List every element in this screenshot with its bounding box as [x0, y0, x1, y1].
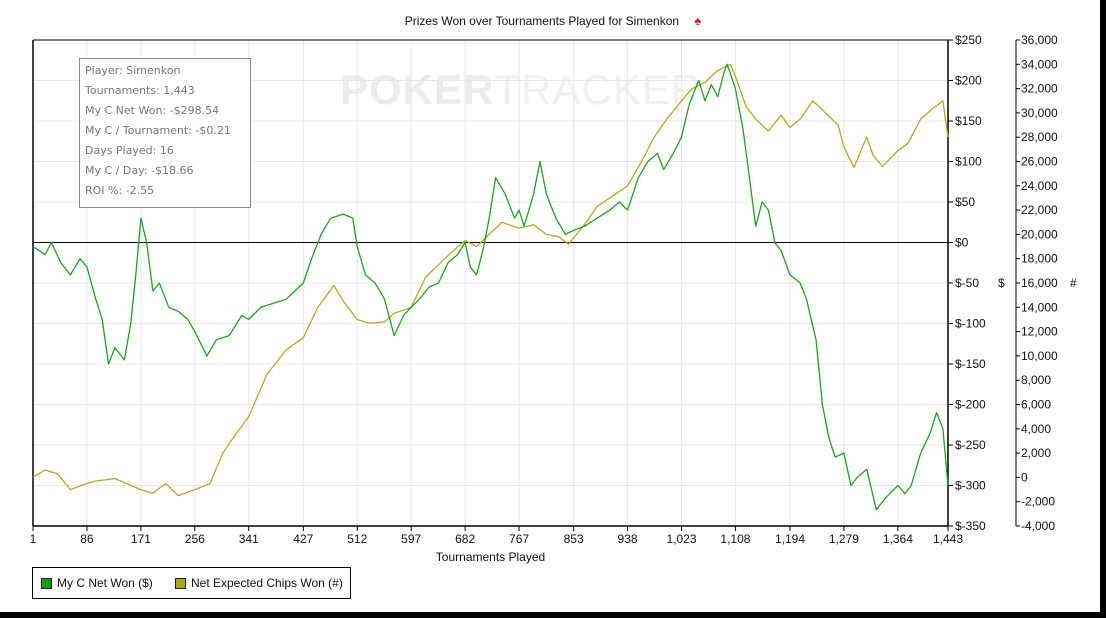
chart-title-text: Prizes Won over Tournaments Played for S…: [404, 14, 680, 28]
y-tick-label-chips: 20,000: [1021, 227, 1058, 241]
y-tick-label-chips: 24,000: [1021, 179, 1058, 193]
pokertracker-watermark: POKERTRACKER: [340, 66, 703, 113]
series-line: [32, 63, 949, 511]
y-tick-label-chips: 16,000: [1021, 276, 1058, 290]
x-tick-label: 597: [401, 532, 421, 546]
y-tick-label-chips: 36,000: [1021, 33, 1058, 47]
y-tick-label-chips: 32,000: [1021, 82, 1058, 96]
x-tick-label: 1,364: [883, 532, 913, 546]
y-tick-label-dollar: $-200: [955, 398, 986, 412]
summary-line: Tournaments: 1,443: [85, 84, 195, 97]
y-tick-label-dollar: $-350: [955, 519, 986, 533]
legend-swatch-olive: [175, 577, 186, 589]
x-tick-label: 938: [618, 532, 638, 546]
y-tick-label-chips: 14,000: [1021, 300, 1058, 314]
y-tick-label-dollar: $50: [955, 195, 975, 209]
y-tick-label-chips: 12,000: [1021, 325, 1058, 339]
x-tick-label: 767: [509, 532, 529, 546]
x-tick-label: 512: [347, 532, 367, 546]
window-frame-right: [1100, 0, 1106, 618]
window-frame-bottom: [0, 612, 1106, 618]
y-tick-label-chips: 34,000: [1021, 57, 1058, 71]
y-tick-label-chips: -4,000: [1021, 519, 1055, 533]
x-tick-label: 171: [131, 532, 151, 546]
x-tick-label: 853: [564, 532, 584, 546]
y-tick-label-chips: 4,000: [1021, 422, 1051, 436]
x-tick-label: 256: [185, 532, 205, 546]
summary-line: Days Played: 16: [85, 144, 174, 157]
y-tick-label-dollar: $150: [955, 114, 982, 128]
y-tick-label-chips: 10,000: [1021, 349, 1058, 363]
y-tick-label-chips: 22,000: [1021, 203, 1058, 217]
summary-line: My C / Tournament: -$0.21: [85, 124, 231, 137]
y-tick-label-dollar: $-300: [955, 479, 986, 493]
player-summary-box: Player: Simenkon Tournaments: 1,443 My C N…: [79, 58, 251, 208]
y-tick-label-dollar: $-250: [955, 438, 986, 452]
x-tick-label: 1,108: [720, 532, 750, 546]
x-tick-label: 341: [239, 532, 259, 546]
y-axis-title-chips: #: [1070, 276, 1077, 290]
y-tick-label-chips: 6,000: [1021, 398, 1051, 412]
summary-line: ROI %: -2.55: [85, 184, 155, 197]
series-line: [32, 63, 949, 497]
y-tick-label-chips: 2,000: [1021, 446, 1051, 460]
summary-line: My C / Day: -$18.66: [85, 164, 194, 177]
y-tick-label-chips: 28,000: [1021, 130, 1058, 144]
y-axis-title-dollar: $: [998, 276, 1005, 290]
chart-legend: My C Net Won ($) Net Expected Chips Won …: [32, 567, 351, 599]
x-tick-label: 1: [30, 532, 37, 546]
legend-item-expected-chips[interactable]: Net Expected Chips Won (#): [175, 576, 343, 590]
x-tick-label: 1,443: [933, 532, 963, 546]
x-tick-label: 427: [293, 532, 313, 546]
y-tick-label-chips: 26,000: [1021, 155, 1058, 169]
spade-icon: ♠: [694, 13, 702, 28]
y-tick-label-dollar: $100: [955, 155, 982, 169]
x-tick-label: 1,279: [829, 532, 859, 546]
y-tick-label-chips: 0: [1021, 470, 1028, 484]
x-tick-label: 1,023: [666, 532, 696, 546]
y-tick-label-chips: -2,000: [1021, 495, 1055, 509]
y-tick-label-chips: 30,000: [1021, 106, 1058, 120]
x-tick-label: 1,194: [775, 532, 805, 546]
y-tick-label-dollar: $200: [955, 74, 982, 88]
y-tick-label-dollar: $-50: [955, 276, 979, 290]
x-axis-title: Tournaments Played: [436, 550, 545, 564]
legend-swatch-green: [41, 577, 52, 589]
y-tick-label-dollar: $0: [955, 236, 969, 250]
y-tick-label-chips: 8,000: [1021, 373, 1051, 387]
y-tick-label-dollar: $-150: [955, 357, 986, 371]
legend-item-net-won[interactable]: My C Net Won ($): [41, 576, 153, 590]
x-tick-label: 682: [455, 532, 475, 546]
y-tick-label-chips: 18,000: [1021, 252, 1058, 266]
x-tick-label: 86: [80, 532, 94, 546]
chart-title: Prizes Won over Tournaments Played for S…: [0, 13, 1106, 28]
y-tick-label-dollar: $250: [955, 33, 982, 47]
summary-line: My C Net Won: -$298.54: [85, 104, 220, 117]
y-tick-label-dollar: $-100: [955, 317, 986, 331]
summary-line: Player: Simenkon: [85, 64, 181, 77]
